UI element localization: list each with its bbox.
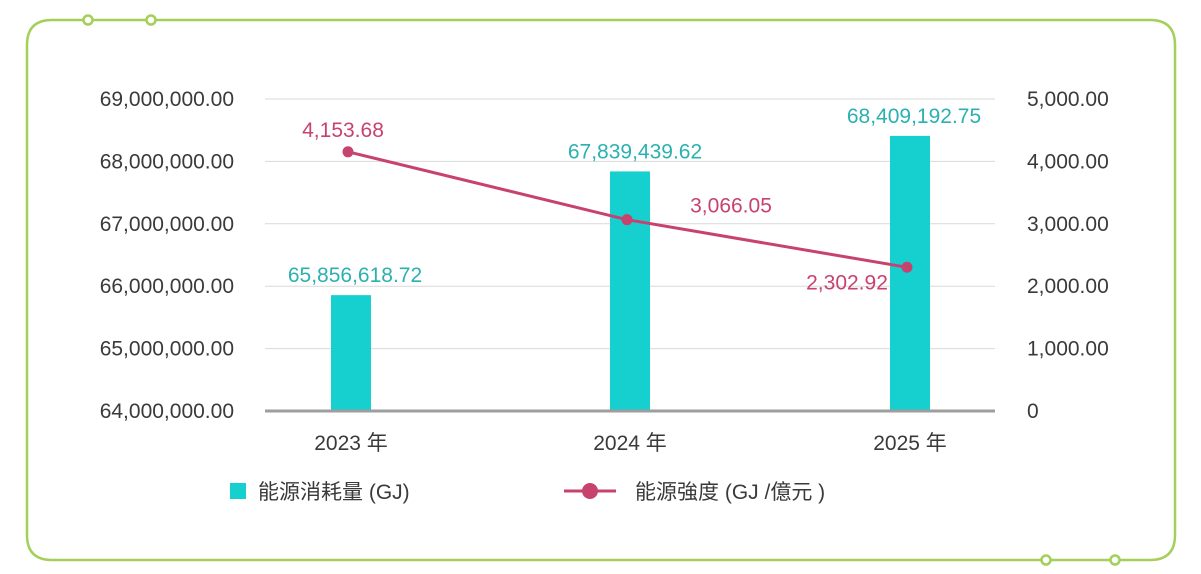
bar-data-label: 68,409,192.75 [847,105,981,128]
line-point [901,261,913,273]
line-point [342,146,354,158]
bar-series: 65,856,618.72 67,839,439.62 68,409,192.75 [288,105,981,411]
frame-dot-top-left [82,14,94,26]
x-axis-category-label: 2025 年 [873,432,947,455]
bar-data-label: 65,856,618.72 [288,264,422,287]
left-axis-tick-label: 65,000,000.00 [100,338,234,361]
right-axis-tick-label: 4,000.00 [1027,150,1109,173]
line-data-label: 4,153.68 [302,119,384,142]
legend: 能源消耗量 (GJ) 能源強度 (GJ /億元 ) [230,481,825,504]
left-axis-ticks: 64,000,000.00 65,000,000.00 66,000,000.00 6… [100,88,234,423]
right-axis-tick-label: 0 [1027,400,1039,423]
left-axis-tick-label: 66,000,000.00 [100,275,234,298]
bar [331,295,371,411]
legend-label-bar: 能源消耗量 (GJ) [258,481,410,504]
line-series: 4,153.68 3,066.05 2,302.92 [302,119,913,294]
right-axis-tick-label: 5,000.00 [1027,88,1109,111]
right-axis-tick-label: 2,000.00 [1027,275,1109,298]
frame-dot-bottom-mid [1040,554,1052,566]
bar-data-label: 67,839,439.62 [568,140,702,163]
line-data-label: 2,302.92 [806,271,888,294]
legend-swatch-bar [230,483,246,499]
x-axis-category-label: 2024 年 [593,432,667,455]
left-axis-tick-label: 68,000,000.00 [100,150,234,173]
frame-dot-bottom-right [1109,554,1121,566]
x-axis-categories: 2023 年 2024 年 2025 年 [314,432,947,455]
right-axis-tick-label: 3,000.00 [1027,213,1109,236]
left-axis-tick-label: 69,000,000.00 [100,88,234,111]
left-axis-tick-label: 67,000,000.00 [100,213,234,236]
left-axis-tick-label: 64,000,000.00 [100,400,234,423]
bar [890,135,930,411]
line-point [621,214,633,226]
line-data-label: 3,066.05 [690,195,772,218]
legend-label-line: 能源強度 (GJ /億元 ) [635,481,825,504]
legend-swatch-marker [582,483,598,499]
bar [610,171,650,411]
frame-border [25,18,1177,562]
frame-dot-top-mid [145,14,157,26]
x-axis-category-label: 2023 年 [314,432,388,455]
right-axis-ticks: 0 1,000.00 2,000.00 3,000.00 4,000.00 5,000.0… [1027,88,1109,423]
right-axis-tick-label: 1,000.00 [1027,338,1109,361]
